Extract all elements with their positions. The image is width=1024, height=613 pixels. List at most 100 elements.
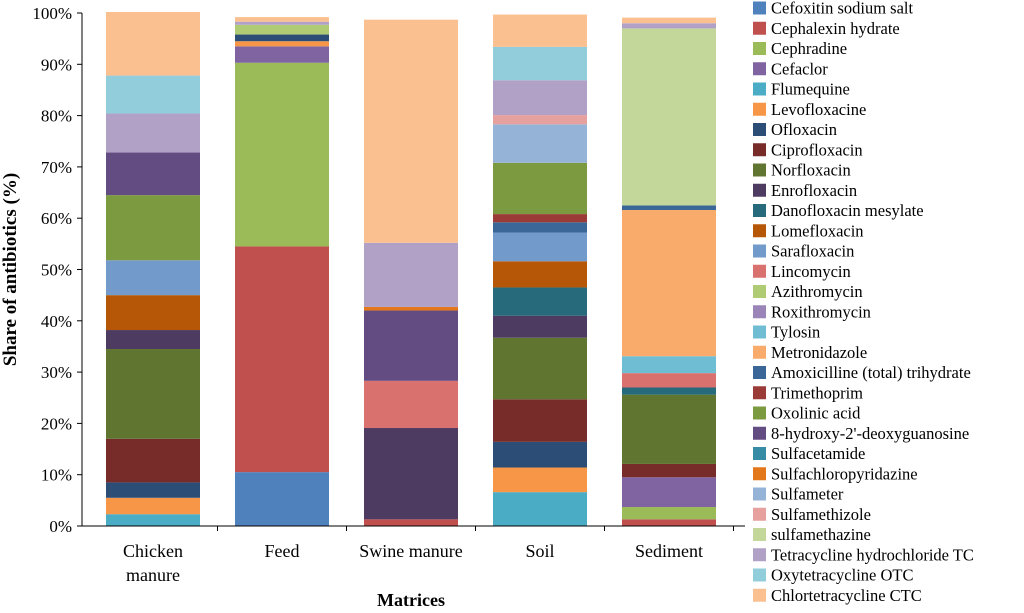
- legend-swatch: [753, 447, 766, 460]
- y-tick-label: 0%: [49, 517, 72, 536]
- legend-swatch: [753, 406, 766, 420]
- bar-segment: [106, 113, 200, 153]
- bar-segment: [106, 260, 200, 296]
- bar-segment: [364, 310, 458, 381]
- legend-swatch: [753, 467, 766, 481]
- bar-segment: [106, 195, 200, 261]
- legend-swatch: [753, 1, 766, 15]
- legend-label: Cefaclor: [771, 59, 828, 78]
- bar-segment: [106, 482, 200, 498]
- legend-swatch: [753, 325, 766, 339]
- bar-segment: [235, 46, 329, 63]
- legend-label: Trimethoprim: [771, 383, 863, 402]
- legend-swatch: [753, 305, 766, 319]
- bar-segment: [493, 162, 587, 215]
- bar-segment: [622, 463, 716, 478]
- x-tick-label: manure: [126, 565, 180, 585]
- bar-segment: [493, 46, 587, 81]
- legend-swatch: [753, 82, 766, 96]
- legend-swatch: [753, 386, 766, 400]
- bar-segment: [493, 287, 587, 316]
- legend-label: Cefoxitin sodium salt: [771, 0, 913, 18]
- legend-label: Ofloxacin: [771, 120, 837, 139]
- legend-label: 8-hydroxy-2'-deoxyguanosine: [771, 424, 969, 443]
- legend-label: Norfloxacin: [771, 161, 851, 180]
- bar-segment: [364, 306, 458, 311]
- bar-segment: [364, 19, 458, 243]
- legend-swatch: [753, 244, 766, 258]
- legend-label: Tylosin: [771, 323, 820, 342]
- x-tick-labels: Chicken manure Feed Swine manure Soil Sedimen…: [123, 526, 734, 585]
- legend-swatch: [753, 548, 766, 562]
- y-tick-label: 30%: [41, 363, 72, 382]
- x-tick-label: Feed: [265, 541, 300, 561]
- legend-swatch: [753, 183, 766, 197]
- bar-segment: [493, 222, 587, 233]
- bar-segment: [364, 242, 458, 307]
- legend-label: Sulfamethizole: [771, 505, 871, 524]
- bar-segment: [106, 514, 200, 526]
- bar-segment: [493, 115, 587, 125]
- legend-label: Oxolinic acid: [771, 404, 861, 423]
- bar-segment: [235, 41, 329, 47]
- x-tick-label: Soil: [525, 541, 554, 561]
- bar-segment: [235, 62, 329, 247]
- legend-swatch: [753, 487, 766, 501]
- x-axis-title: Matrices: [377, 590, 445, 608]
- bar-segment: [622, 373, 716, 388]
- legend-swatch: [753, 224, 766, 238]
- bar-segment: [622, 28, 716, 206]
- legend-label: Sulfachloropyridazine: [771, 464, 918, 483]
- bar-segment: [493, 467, 587, 493]
- bar-segment: [364, 519, 458, 526]
- bar-segment: [622, 387, 716, 395]
- bar-segment: [235, 17, 329, 22]
- bar-segment: [493, 214, 587, 223]
- x-tick-label: Swine manure: [359, 541, 462, 561]
- bar-segment: [622, 17, 716, 24]
- legend-swatch: [753, 42, 766, 55]
- bar-segment: [493, 80, 587, 116]
- y-tick-label: 20%: [41, 414, 72, 433]
- legend-swatch: [753, 163, 766, 177]
- legend-swatch: [753, 426, 766, 440]
- legend-swatch: [753, 588, 766, 602]
- bar-segment: [622, 477, 716, 508]
- legend-label: Enrofloxacin: [771, 181, 857, 200]
- legend-label: Chlortetracycline CTC: [771, 586, 922, 605]
- bar-segment: [364, 380, 458, 429]
- legend-label: Danofloxacin mesylate: [771, 201, 924, 220]
- legend-swatch: [753, 528, 766, 541]
- bar-segment: [622, 519, 716, 526]
- bar-segment: [364, 428, 458, 520]
- legend-label: Sulfameter: [771, 485, 844, 504]
- bar-segment: [622, 356, 716, 374]
- bar-segment: [622, 23, 716, 29]
- legend-label: Lomefloxacin: [771, 221, 864, 240]
- bar-segment: [493, 315, 587, 338]
- bar-segment: [235, 34, 329, 42]
- bar-segment: [106, 497, 200, 515]
- legend-label: Ciprofloxacin: [771, 140, 863, 159]
- legend-label: Sarafloxacin: [771, 242, 854, 261]
- bar-segment: [106, 330, 200, 350]
- bar-segment: [106, 152, 200, 196]
- bar-segment: [622, 507, 716, 520]
- bar-segment: [235, 21, 329, 25]
- plot-area: [106, 11, 716, 526]
- legend-label: Metronidazole: [771, 343, 867, 362]
- legend-swatch: [753, 204, 766, 217]
- legend-swatch: [753, 345, 766, 359]
- bar-segment: [622, 394, 716, 464]
- legend-swatch: [753, 366, 766, 379]
- bar-segment: [106, 11, 200, 76]
- y-tick-label: 60%: [41, 209, 72, 228]
- legend-swatch: [753, 123, 766, 136]
- legend-label: Amoxicilline (total) trihydrate: [771, 363, 971, 382]
- legend-swatch: [753, 568, 766, 582]
- y-tick-labels: 0% 10% 20% 30% 40% 50% 60% 70% 80% 90% 100%: [32, 4, 82, 536]
- legend-label: Levofloxacine: [771, 100, 866, 119]
- bar-segment: [106, 438, 200, 483]
